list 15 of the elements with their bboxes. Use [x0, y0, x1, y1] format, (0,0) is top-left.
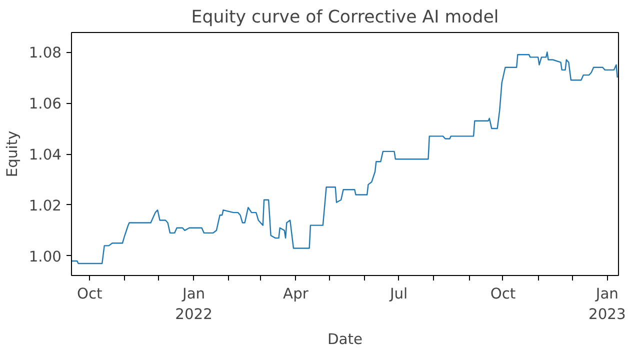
line-series [72, 52, 618, 264]
y-tick-label: 1.00 [28, 248, 62, 266]
x-tick-label: Jan 2023 [588, 286, 626, 323]
y-tick-label: 1.08 [28, 44, 62, 62]
y-tick-label: 1.04 [28, 146, 62, 164]
y-axis-title: Equity [4, 130, 21, 178]
x-tick-label: Jul [388, 286, 408, 302]
y-tick-label: 1.06 [28, 96, 62, 113]
x-tick-label: Apr [283, 286, 310, 302]
chart-title: Equity curve of Corrective AI model [191, 8, 499, 28]
x-tick-label: Jan 2022 [175, 286, 212, 323]
x-tick-label: Oct [76, 286, 103, 302]
x-axis-title: Date [327, 330, 363, 348]
x-tick-label: Oct [490, 286, 516, 302]
y-tick-label: 1.02 [28, 197, 62, 214]
